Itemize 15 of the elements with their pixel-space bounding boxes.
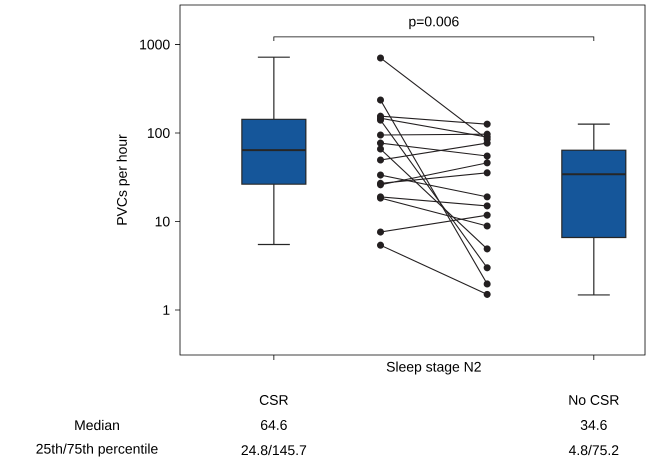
text: 34.6	[580, 420, 607, 430]
y-tick-label: 10	[156, 216, 170, 226]
y-tick-label: 1000	[140, 40, 170, 50]
annotation: p=0.006	[409, 16, 459, 30]
y-tick-label: 1	[163, 305, 170, 315]
text: 24.8/145.7	[242, 444, 306, 456]
y-axis-title: PVCs per hour	[116, 134, 130, 225]
x-tick-label: CSR	[260, 395, 288, 405]
text: 64.6	[260, 420, 287, 430]
x-axis-title: Sleep stage N2	[386, 361, 481, 374]
text: 25th/75th percentile	[36, 443, 158, 456]
y-tick-label: 100	[148, 128, 170, 138]
text: 4.8/75.2	[568, 444, 618, 456]
x-tick-label: No CSR	[569, 395, 619, 405]
text: Median	[75, 420, 119, 430]
